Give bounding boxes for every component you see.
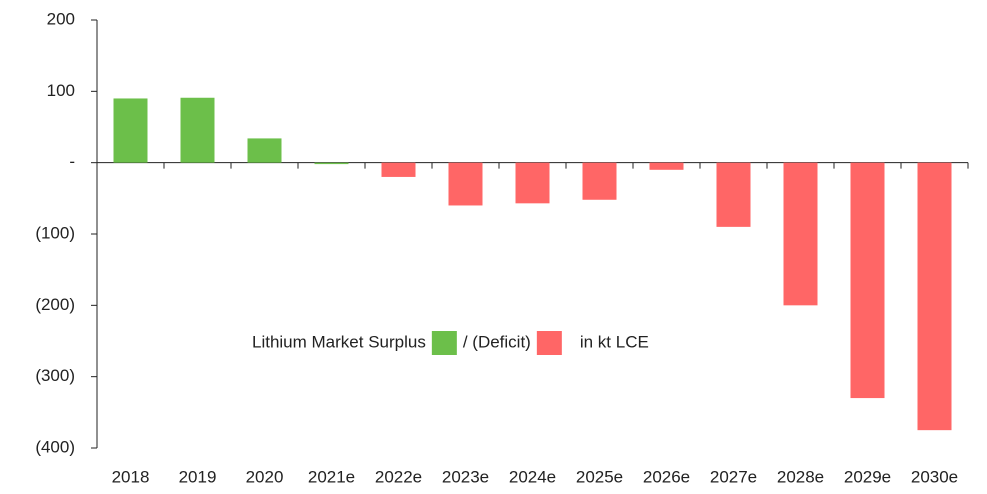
x-tick-label: 2026e (643, 467, 690, 486)
bar (649, 162, 684, 170)
x-tick-label: 2029e (844, 467, 891, 486)
legend-label: Lithium Market Surplus (252, 332, 426, 351)
bar (314, 162, 349, 165)
x-tick-label: 2025e (576, 467, 623, 486)
y-tick-label: (400) (35, 437, 75, 456)
x-tick-label: 2018 (112, 467, 150, 486)
x-tick-label: 2027e (710, 467, 757, 486)
bar (247, 138, 282, 163)
bar (850, 162, 885, 399)
x-tick-label: 2019 (179, 467, 217, 486)
legend-swatch (536, 331, 562, 355)
bar (917, 162, 952, 431)
bar (448, 162, 483, 206)
legend-label: / (Deficit) (463, 332, 531, 351)
bar (113, 98, 148, 163)
legend-swatch (431, 331, 457, 355)
x-tick-label: 2023e (442, 467, 489, 486)
y-tick-label: - (69, 152, 75, 171)
y-tick-label: 200 (47, 9, 75, 28)
y-tick-label: (300) (35, 366, 75, 385)
x-tick-label: 2028e (777, 467, 824, 486)
x-tick-label: 2021e (308, 467, 355, 486)
bar (716, 162, 751, 227)
x-tick-label: 2024e (509, 467, 556, 486)
bar (381, 162, 416, 177)
x-tick-label: 2020 (246, 467, 284, 486)
bar (582, 162, 617, 200)
x-tick-label: 2022e (375, 467, 422, 486)
y-tick-label: (100) (35, 223, 75, 242)
bar (515, 162, 550, 204)
bar (783, 162, 818, 306)
y-tick-label: 100 (47, 81, 75, 100)
y-tick-label: (200) (35, 295, 75, 314)
x-tick-label: 2030e (911, 467, 958, 486)
legend-note: in kt LCE (580, 332, 649, 351)
bar (180, 97, 215, 163)
